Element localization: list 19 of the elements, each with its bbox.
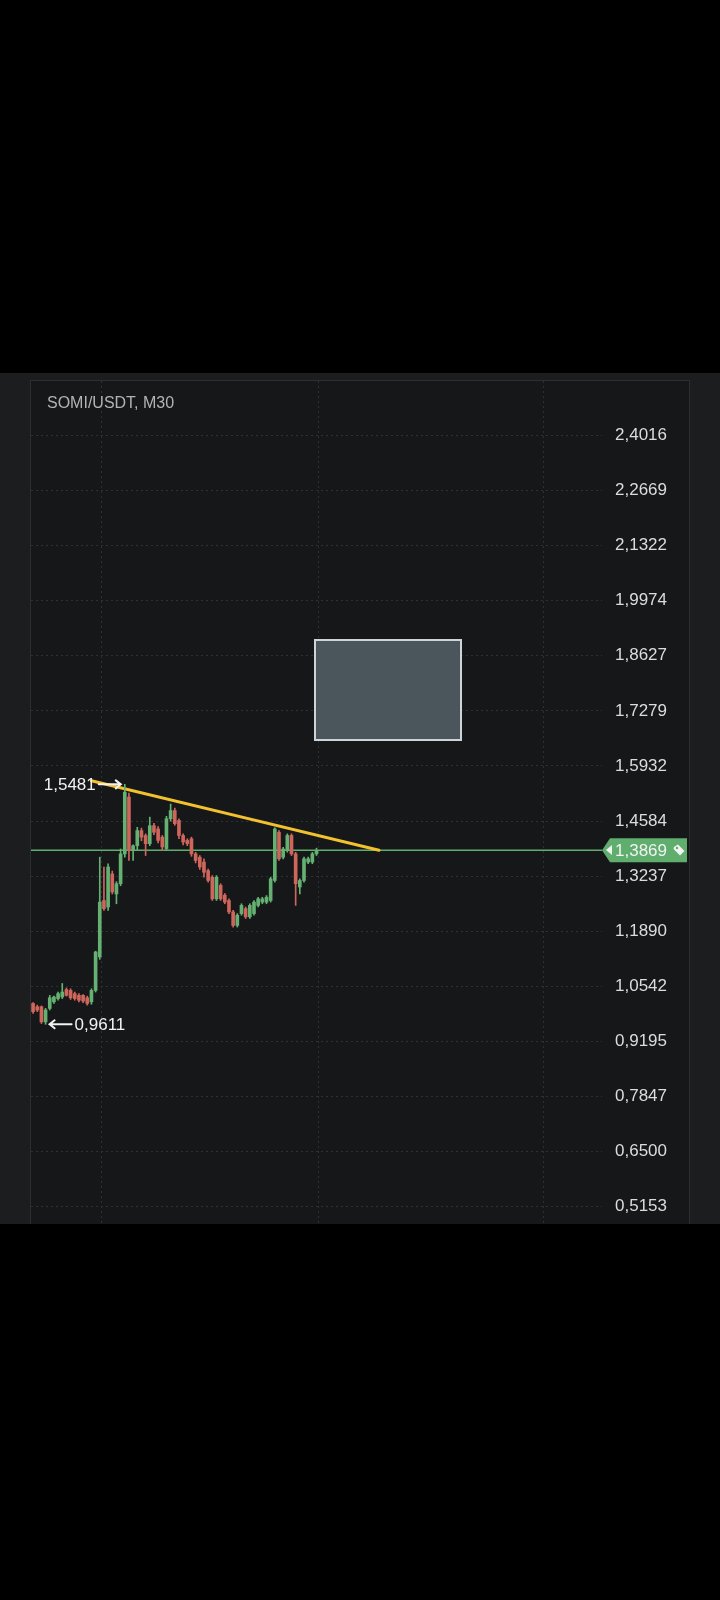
y-tick-label: 1,1890: [615, 920, 667, 940]
y-tick-label: 2,4016: [615, 425, 667, 445]
y-tick-label: 0,6500: [615, 1141, 667, 1161]
annotation: 0,9611: [74, 1014, 126, 1034]
y-tick-label: 1,7279: [615, 700, 667, 720]
y-tick-label: 1,9974: [615, 590, 667, 610]
y-tick-label: 2,2669: [615, 480, 667, 500]
y-tick-label: 0,7847: [615, 1086, 667, 1106]
y-tick-label: 1,5932: [615, 755, 667, 775]
y-tick-label: 0,9195: [615, 1030, 667, 1050]
annotation: 1,5481: [43, 775, 96, 795]
ref-line-label: 1,3869: [615, 840, 667, 860]
y-tick-label: 1,8627: [615, 645, 667, 665]
y-tick-label: 2,1322: [615, 535, 667, 555]
text: SOMI/USDT, M30: [47, 394, 175, 412]
y-tick-label: 1,0542: [615, 975, 667, 995]
y-tick-label: 0,5153: [615, 1196, 667, 1216]
y-tick-label: 1,3237: [615, 865, 667, 885]
y-tick-label: 1,4584: [615, 810, 667, 830]
